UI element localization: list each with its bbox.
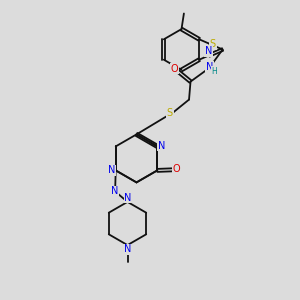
Text: O: O [170, 64, 178, 74]
Text: N: N [111, 186, 119, 197]
Text: O: O [173, 164, 181, 174]
Text: N: N [108, 165, 115, 176]
Text: N: N [158, 141, 165, 151]
Text: H: H [212, 67, 218, 76]
Text: N: N [205, 46, 212, 56]
Text: N: N [124, 244, 131, 254]
Text: S: S [167, 108, 173, 118]
Text: S: S [210, 40, 216, 50]
Text: N: N [206, 62, 213, 72]
Text: N: N [124, 193, 132, 203]
